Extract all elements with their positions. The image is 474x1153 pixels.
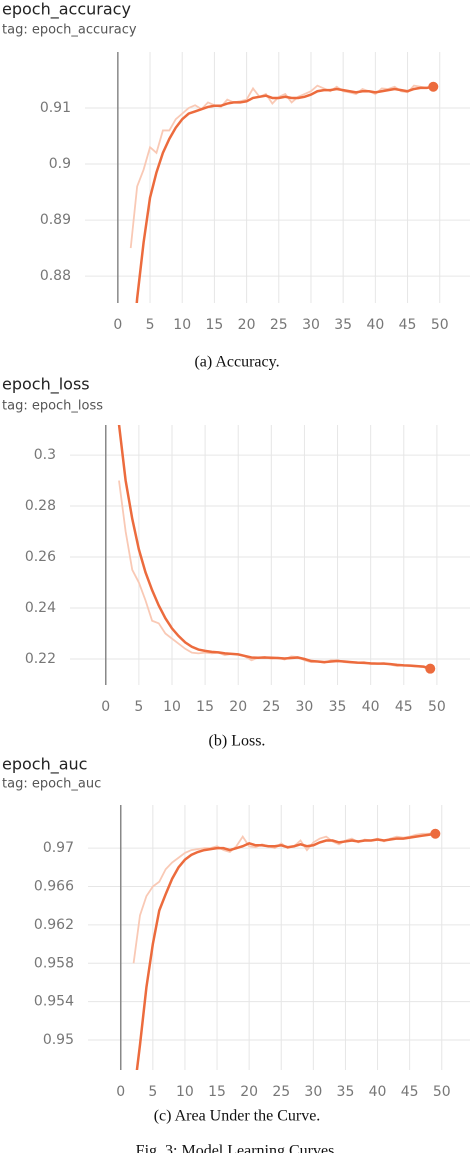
chart-subtitle: tag: epoch_auc: [2, 777, 101, 792]
x-tick-label: 30: [296, 699, 314, 715]
x-tick-label: 40: [366, 317, 384, 333]
chart-title: epoch_auc: [2, 755, 87, 775]
y-tick-label: 0.3: [34, 447, 56, 463]
x-tick-label: 0: [113, 317, 122, 333]
chart-subtitle: tag: epoch_loss: [2, 399, 103, 414]
x-tick-label: 50: [433, 1084, 451, 1100]
y-tick-label: 0.958: [34, 955, 74, 971]
x-tick-label: 50: [431, 317, 449, 333]
x-tick-label: 40: [369, 1084, 387, 1100]
y-tick-label: 0.89: [40, 212, 71, 228]
y-tick-label: 0.962: [34, 917, 74, 933]
chart: epoch_loss tag: epoch_loss (b) Loss. 0.22 0.…: [2, 375, 470, 750]
x-tick-label: 20: [229, 699, 247, 715]
x-tick-label: 0: [116, 1084, 125, 1100]
line: [132, 831, 436, 964]
y-tick-label: 0.966: [34, 879, 74, 895]
x-tick-label: 0: [101, 699, 110, 715]
x-tick-label: 45: [401, 1084, 419, 1100]
chart-title: epoch_loss: [2, 375, 90, 395]
x-tick-label: 10: [176, 1084, 194, 1100]
x-tick-label: 35: [334, 317, 352, 333]
caption: (c) Area Under the Curve.: [154, 1108, 321, 1125]
caption: (a) Accuracy.: [194, 354, 279, 371]
x-tick-label: 25: [272, 1084, 290, 1100]
x-tick-label: 45: [395, 699, 413, 715]
x-tick-label: 5: [134, 699, 143, 715]
x-tick-label: 40: [362, 699, 380, 715]
x-tick-label: 50: [428, 699, 446, 715]
x-tick-label: 25: [270, 317, 288, 333]
chart-subtitle: tag: epoch_accuracy: [2, 23, 137, 38]
line: [135, 85, 434, 303]
x-tick-label: 30: [302, 317, 320, 333]
x-tick-label: 15: [205, 317, 223, 333]
x-tick-label: 15: [196, 699, 214, 715]
line: [117, 425, 431, 670]
x-tick-label: 15: [208, 1084, 226, 1100]
line: [135, 832, 436, 1070]
caption: (b) Loss.: [209, 733, 266, 750]
y-tick-label: 0.26: [25, 549, 56, 565]
x-tick-label: 10: [173, 317, 191, 333]
y-tick-label: 0.97: [43, 840, 74, 856]
y-tick-label: 0.22: [25, 651, 56, 667]
x-tick-label: 35: [329, 699, 347, 715]
chart: epoch_accuracy tag: epoch_accuracy (a) Acc…: [2, 0, 470, 371]
x-tick-label: 20: [238, 317, 256, 333]
end-point: [425, 663, 436, 674]
x-tick-label: 5: [146, 317, 155, 333]
end-point: [428, 81, 439, 92]
figure-caption: Fig. 3: Model Learning Curves.: [136, 1143, 339, 1153]
y-tick-label: 0.9: [49, 156, 71, 172]
chart: epoch_auc tag: epoch_auc (c) Area Under th…: [2, 755, 470, 1125]
x-tick-label: 45: [399, 317, 417, 333]
x-tick-label: 10: [163, 699, 181, 715]
x-tick-label: 35: [337, 1084, 355, 1100]
end-point: [430, 828, 441, 839]
y-tick-label: 0.95: [43, 1032, 74, 1048]
x-tick-label: 5: [148, 1084, 157, 1100]
y-tick-label: 0.28: [25, 498, 56, 514]
line: [129, 84, 434, 249]
x-tick-label: 25: [262, 699, 280, 715]
x-tick-label: 30: [304, 1084, 322, 1100]
y-tick-label: 0.88: [40, 268, 71, 284]
y-tick-label: 0.954: [34, 994, 74, 1010]
y-tick-label: 0.24: [25, 600, 56, 616]
chart-title: epoch_accuracy: [2, 0, 131, 20]
y-tick-label: 0.91: [40, 100, 71, 116]
line: [118, 480, 431, 670]
x-tick-label: 20: [240, 1084, 258, 1100]
